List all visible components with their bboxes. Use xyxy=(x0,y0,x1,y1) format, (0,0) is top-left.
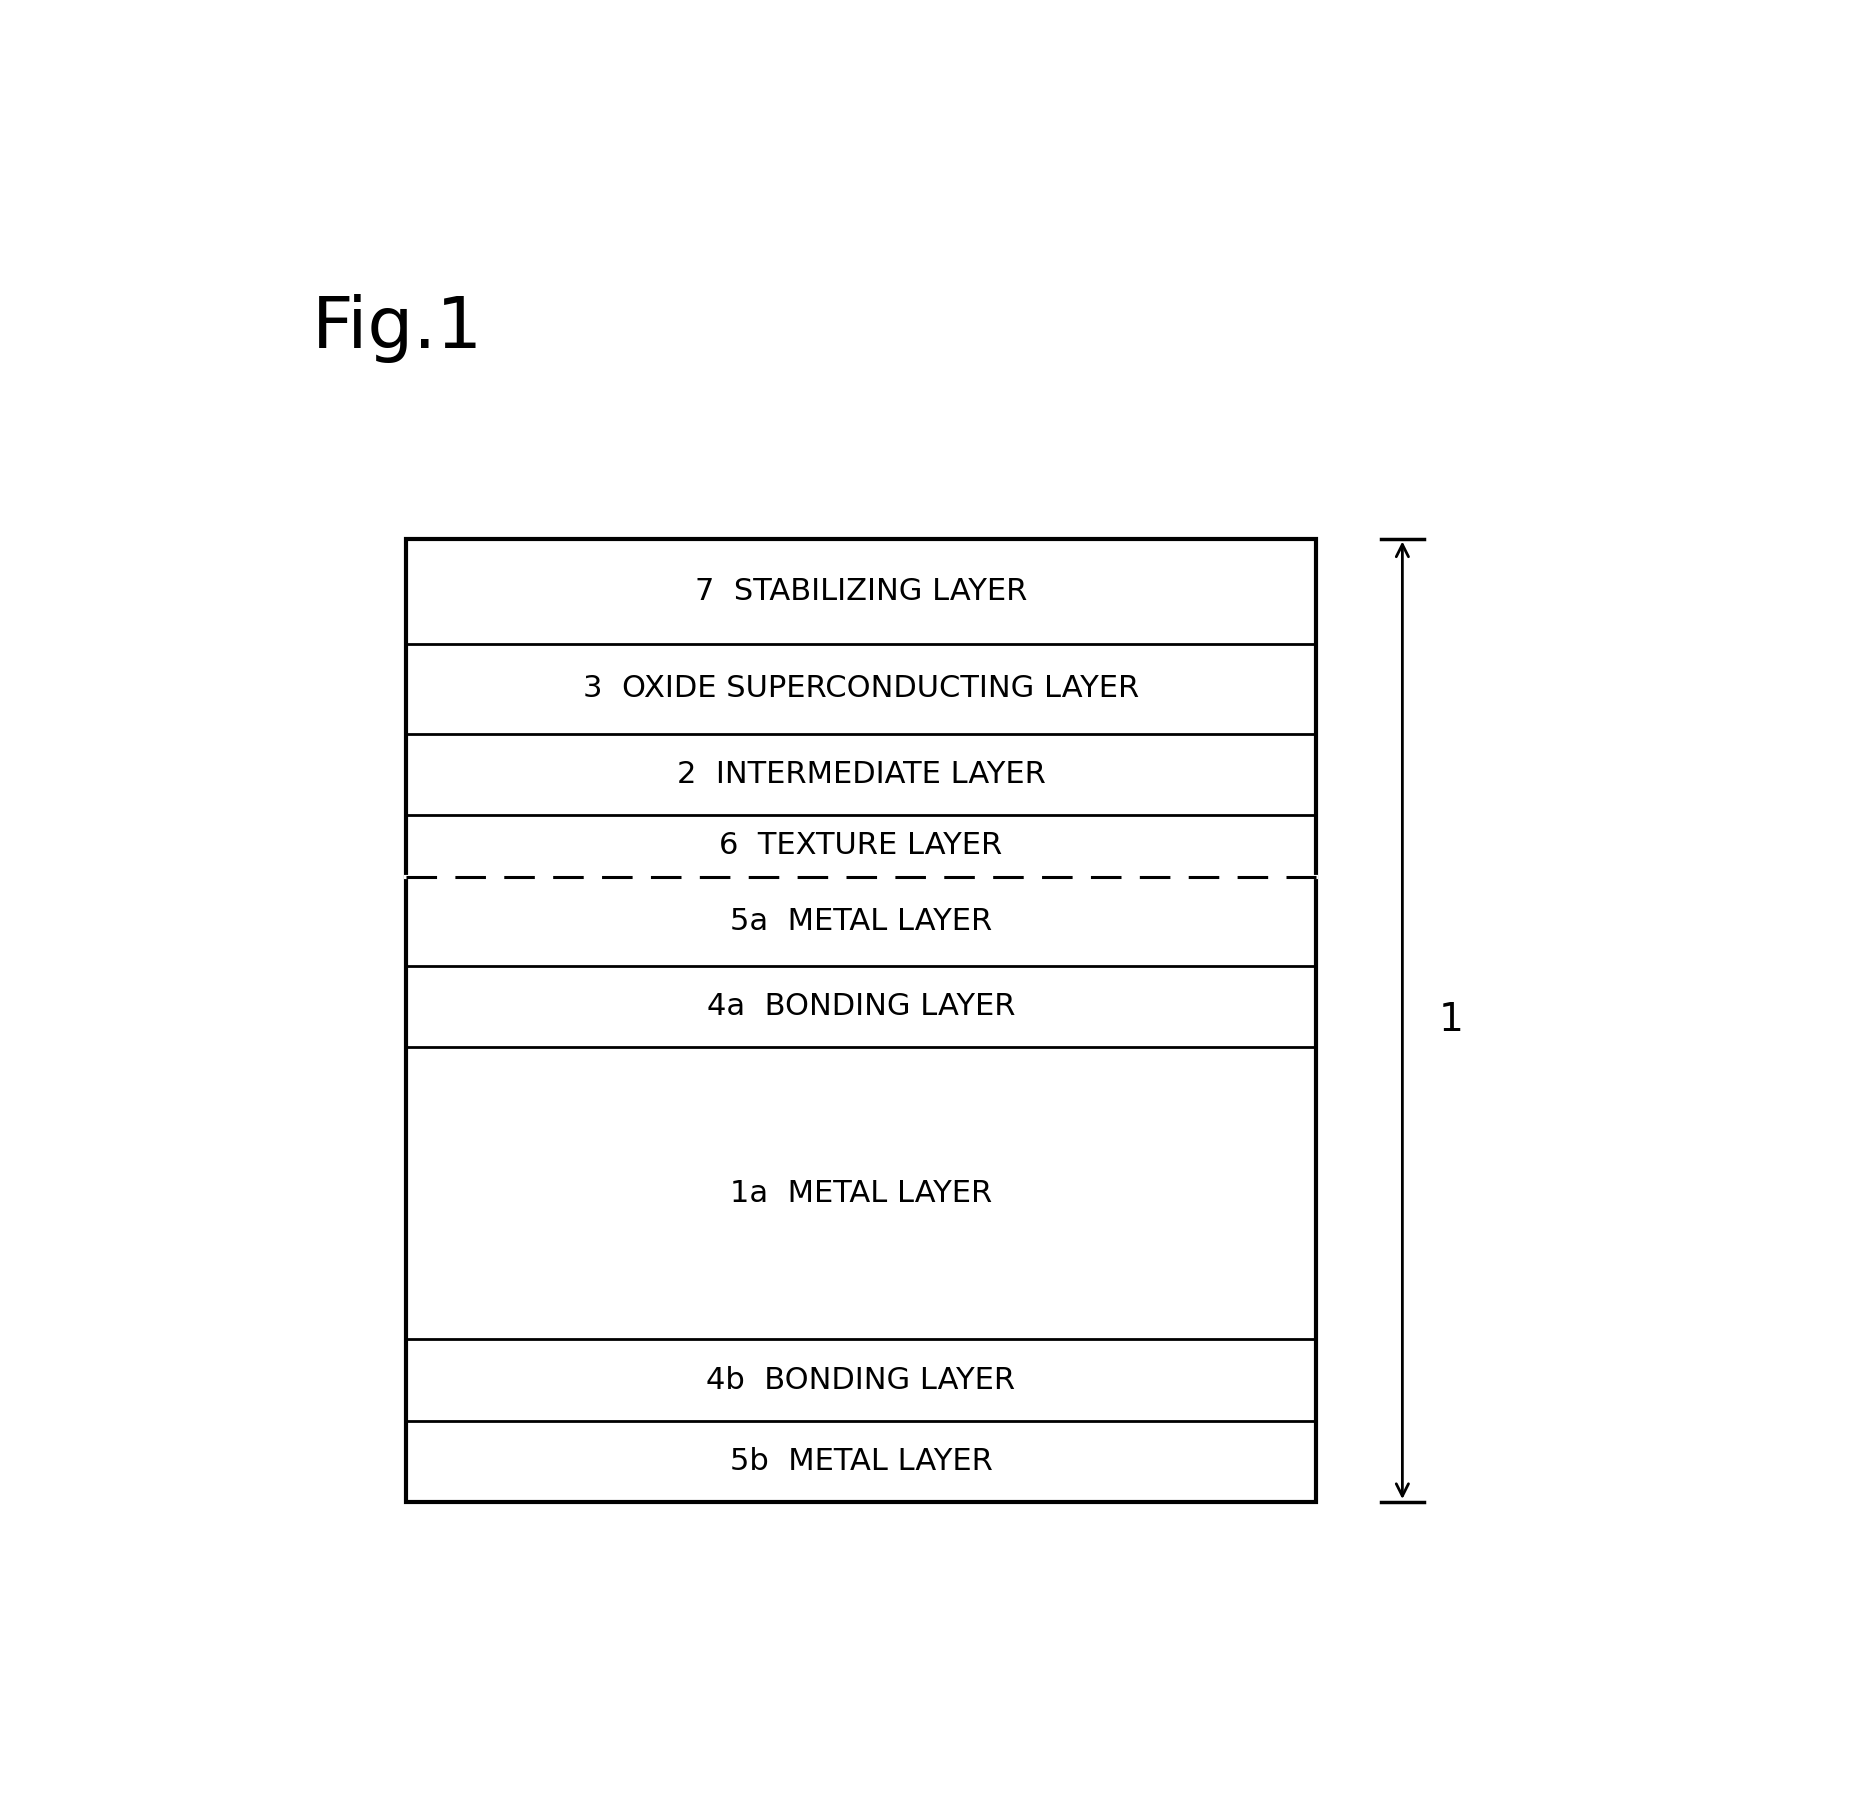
Text: 1a  METAL LAYER: 1a METAL LAYER xyxy=(730,1178,993,1207)
Text: 7  STABILIZING LAYER: 7 STABILIZING LAYER xyxy=(695,577,1027,606)
Text: 5a  METAL LAYER: 5a METAL LAYER xyxy=(730,906,993,936)
Text: 5b  METAL LAYER: 5b METAL LAYER xyxy=(730,1447,993,1476)
Text: 4b  BONDING LAYER: 4b BONDING LAYER xyxy=(706,1365,1015,1394)
Text: 4a  BONDING LAYER: 4a BONDING LAYER xyxy=(706,992,1015,1021)
Text: Fig.1: Fig.1 xyxy=(313,294,483,363)
Text: 6  TEXTURE LAYER: 6 TEXTURE LAYER xyxy=(719,830,1002,859)
Text: 2  INTERMEDIATE LAYER: 2 INTERMEDIATE LAYER xyxy=(676,760,1045,789)
Text: 3  OXIDE SUPERCONDUCTING LAYER: 3 OXIDE SUPERCONDUCTING LAYER xyxy=(583,674,1138,703)
Text: 1: 1 xyxy=(1438,1001,1462,1039)
Bar xyxy=(406,538,1315,1501)
